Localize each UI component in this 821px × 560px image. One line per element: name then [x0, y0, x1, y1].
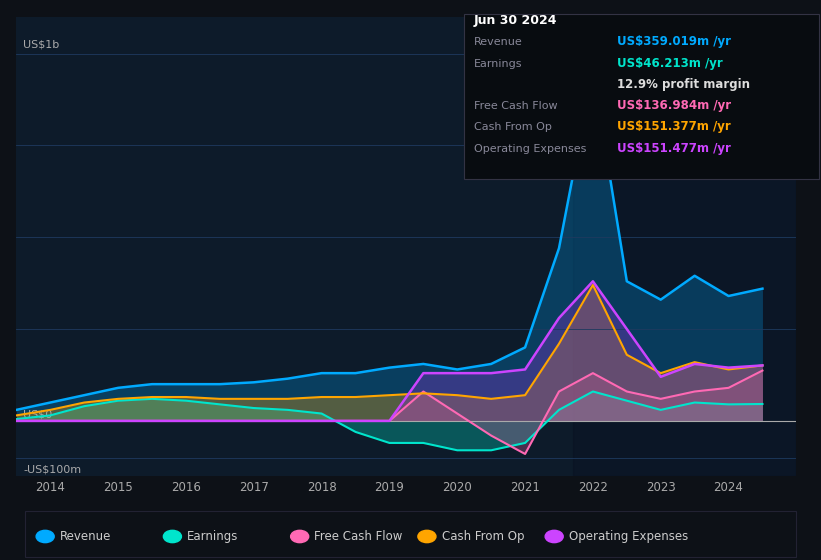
Text: Revenue: Revenue [474, 38, 522, 48]
Text: US$151.477m /yr: US$151.477m /yr [617, 142, 732, 155]
Text: Operating Expenses: Operating Expenses [569, 530, 688, 543]
Text: Earnings: Earnings [474, 59, 522, 69]
Text: Operating Expenses: Operating Expenses [474, 144, 586, 154]
Text: US$136.984m /yr: US$136.984m /yr [617, 99, 732, 112]
Text: US$359.019m /yr: US$359.019m /yr [617, 35, 732, 48]
Text: -US$100m: -US$100m [23, 464, 81, 474]
Text: Free Cash Flow: Free Cash Flow [314, 530, 403, 543]
Text: US$1b: US$1b [23, 40, 59, 50]
Text: Jun 30 2024: Jun 30 2024 [474, 14, 557, 27]
Text: 12.9% profit margin: 12.9% profit margin [617, 78, 750, 91]
Text: US$0: US$0 [23, 409, 53, 419]
Bar [572, 17, 796, 476]
Text: Cash From Op: Cash From Op [442, 530, 524, 543]
Text: US$46.213m /yr: US$46.213m /yr [617, 57, 723, 69]
Text: Cash From Op: Cash From Op [474, 123, 552, 133]
Text: Free Cash Flow: Free Cash Flow [474, 101, 557, 111]
Text: Revenue: Revenue [60, 530, 112, 543]
Text: US$151.377m /yr: US$151.377m /yr [617, 120, 732, 133]
Text: Earnings: Earnings [187, 530, 239, 543]
